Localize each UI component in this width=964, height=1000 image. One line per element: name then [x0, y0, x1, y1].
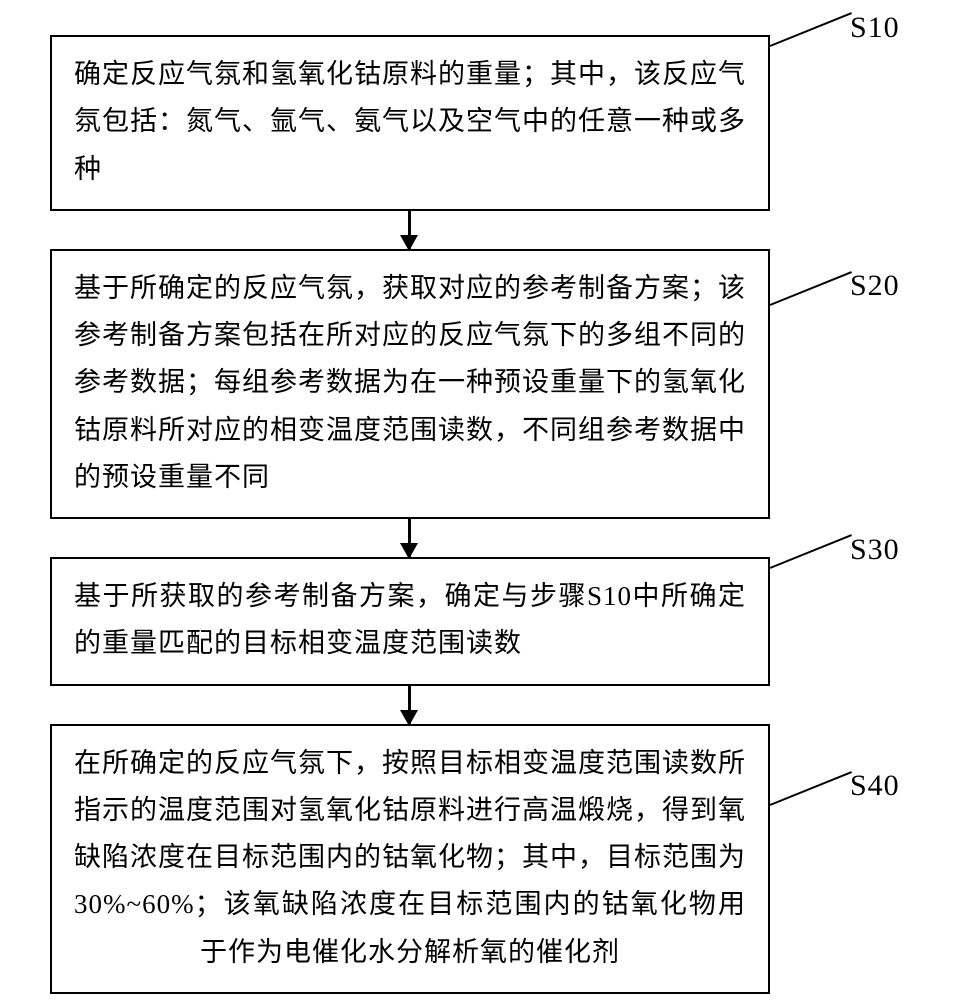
leader-s30 [770, 534, 852, 569]
arrow-s10-s20 [408, 211, 411, 249]
step-box-s20: 基于所确定的反应气氛，获取对应的参考制备方案；该参考制备方案包括在所对应的反应气… [50, 249, 770, 519]
step-text-s20: 基于所确定的反应气氛，获取对应的参考制备方案；该参考制备方案包括在所对应的反应气… [74, 265, 746, 501]
arrow-s20-s30 [408, 519, 411, 557]
step-label-s20: S20 [850, 269, 900, 303]
step-label-s30: S30 [850, 533, 900, 567]
step-s10-wrap: 确定反应气氛和氢氧化钴原料的重量；其中，该反应气氛包括：氮气、氩气、氨气以及空气… [50, 35, 770, 211]
step-box-s30: 基于所获取的参考制备方案，确定与步骤S10中所确定的重量匹配的目标相变温度范围读… [50, 557, 770, 686]
step-box-s10: 确定反应气氛和氢氧化钴原料的重量；其中，该反应气氛包括：氮气、氩气、氨气以及空气… [50, 35, 770, 211]
leader-s20 [770, 271, 852, 306]
step-s40-wrap: 在所确定的反应气氛下，按照目标相变温度范围读数所指示的温度范围对氢氧化钴原料进行… [50, 724, 770, 994]
step-s20-wrap: 基于所确定的反应气氛，获取对应的参考制备方案；该参考制备方案包括在所对应的反应气… [50, 249, 770, 519]
step-text-s40: 在所确定的反应气氛下，按照目标相变温度范围读数所指示的温度范围对氢氧化钴原料进行… [74, 740, 746, 976]
step-s30-wrap: 基于所获取的参考制备方案，确定与步骤S10中所确定的重量匹配的目标相变温度范围读… [50, 557, 770, 686]
step-box-s40: 在所确定的反应气氛下，按照目标相变温度范围读数所指示的温度范围对氢氧化钴原料进行… [50, 724, 770, 994]
step-label-s10: S10 [850, 11, 900, 45]
step-label-s40: S40 [850, 769, 900, 803]
flowchart-container: 确定反应气氛和氢氧化钴原料的重量；其中，该反应气氛包括：氮气、氩气、氨气以及空气… [50, 35, 914, 994]
arrow-s30-s40 [408, 686, 411, 724]
leader-s40 [770, 771, 852, 806]
step-text-s10: 确定反应气氛和氢氧化钴原料的重量；其中，该反应气氛包括：氮气、氩气、氨气以及空气… [74, 51, 746, 193]
step-text-s30: 基于所获取的参考制备方案，确定与步骤S10中所确定的重量匹配的目标相变温度范围读… [74, 573, 746, 668]
leader-s10 [770, 12, 852, 47]
